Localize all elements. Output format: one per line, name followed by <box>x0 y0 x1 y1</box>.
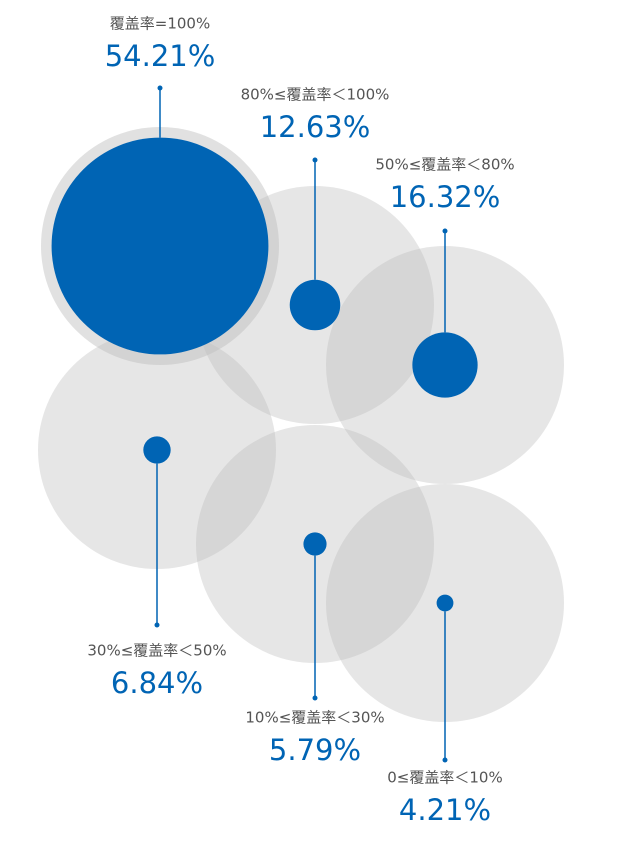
leader-dot <box>312 695 318 701</box>
value-label: 4.21% <box>399 793 491 827</box>
leader-dot <box>442 228 448 234</box>
bubble <box>436 594 454 612</box>
category-label: 50%≤覆盖率＜80% <box>375 156 514 174</box>
value-label: 54.21% <box>105 39 216 73</box>
value-label: 12.63% <box>260 110 371 144</box>
category-label: 30%≤覆盖率＜50% <box>87 642 226 660</box>
leader-dot <box>154 622 160 628</box>
value-label: 6.84% <box>111 666 203 700</box>
category-label: 0≤覆盖率＜10% <box>387 769 502 787</box>
category-label: 10%≤覆盖率＜30% <box>245 709 384 727</box>
bubble <box>303 532 327 556</box>
category-label: 80%≤覆盖率＜100% <box>241 86 390 104</box>
bubble <box>412 332 478 398</box>
leader-dot <box>157 85 163 91</box>
category-label: 覆盖率=100% <box>110 15 210 33</box>
leader-dot <box>442 757 448 763</box>
value-label: 5.79% <box>269 733 361 767</box>
bubble <box>143 436 171 464</box>
bubble <box>289 279 341 331</box>
leader-dot <box>312 157 318 163</box>
value-label: 16.32% <box>390 180 501 214</box>
bubble <box>51 137 269 355</box>
